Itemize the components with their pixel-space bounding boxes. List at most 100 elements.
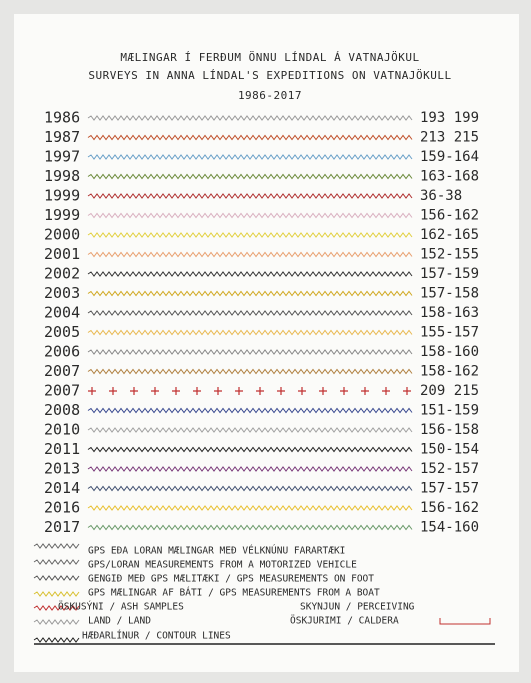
year: 2002	[44, 265, 80, 283]
legend-label: LAND / LAND	[88, 616, 151, 627]
cross-stitch	[403, 387, 411, 395]
year: 2013	[44, 460, 80, 478]
legend-swatch	[33, 605, 80, 611]
stitch-line	[87, 446, 413, 453]
year: 2010	[44, 421, 80, 439]
stitch-line	[87, 505, 413, 511]
year: 2017	[44, 518, 80, 536]
legend-label: ÖSKJURIMI / CALDERA	[290, 616, 399, 627]
range: 158-162	[420, 364, 479, 380]
stitch-line	[87, 251, 413, 258]
stitch-line	[87, 524, 413, 531]
range: 152-157	[420, 461, 479, 477]
cross-stitch	[382, 387, 390, 395]
year: 2006	[44, 343, 80, 361]
stitch-line	[87, 329, 413, 336]
year: 2000	[44, 226, 80, 244]
range: 156-158	[420, 422, 479, 438]
legend-swatch	[33, 559, 80, 565]
legend-label: GENGIÐ MEÐ GPS MÆLITÆKI / GPS MEASUREMEN…	[88, 574, 374, 585]
stitch-line	[87, 310, 413, 316]
year: 2007	[44, 382, 80, 400]
stitch-line	[87, 232, 413, 238]
stitch-line	[87, 154, 413, 160]
cross-stitch	[151, 387, 159, 395]
legend-label: GPS EÐA LORAN MÆLINGAR MEÐ VÉLKNÚNU FARA…	[88, 545, 345, 557]
cross-stitch	[109, 387, 117, 395]
year: 2001	[44, 245, 80, 263]
cross-stitch	[88, 387, 96, 395]
legend-label: ÖSKUSÝNI / ASH SAMPLES	[58, 601, 184, 613]
range: 155-157	[420, 325, 479, 341]
caldera-swatch	[439, 618, 491, 625]
legend-swatch	[33, 591, 80, 597]
cross-stitch	[298, 387, 306, 395]
range: 193 199	[420, 110, 479, 126]
stitch-line	[87, 349, 413, 355]
year: 2016	[44, 499, 80, 517]
stitch-line	[87, 368, 413, 375]
cross-stitch	[130, 387, 138, 395]
range: 154-160	[420, 520, 479, 536]
range: 150-154	[420, 442, 479, 458]
cross-stitch	[340, 387, 348, 395]
year: 1987	[44, 128, 80, 146]
cross-stitch	[256, 387, 264, 395]
cross-stitch	[193, 387, 201, 395]
stitch-line	[87, 427, 413, 433]
range: 163-168	[420, 169, 479, 185]
range: 213 215	[420, 130, 479, 146]
year: 2005	[44, 323, 80, 341]
year: 2003	[44, 284, 80, 302]
cross-stitch	[214, 387, 222, 395]
year: 2011	[44, 440, 80, 458]
legend-swatch	[33, 543, 80, 549]
legend-swatch	[33, 637, 80, 643]
cross-stitch	[172, 387, 180, 395]
year: 2007	[44, 362, 80, 380]
legend-label: SKYNJUN / PERCEIVING	[300, 602, 415, 613]
legend-label: GPS MÆLINGAR AF BÁTI / GPS MEASUREMENTS …	[88, 587, 380, 599]
range: 151-159	[420, 403, 479, 419]
range: 158-163	[420, 305, 479, 321]
range: 157-158	[420, 286, 479, 302]
stitch-line	[87, 485, 413, 492]
legend-swatch	[33, 619, 80, 625]
cross-stitch	[319, 387, 327, 395]
stitch-line	[87, 212, 413, 219]
stitch-line	[87, 173, 413, 180]
title-en: SURVEYS IN ANNA LÍNDAL'S EXPEDITIONS ON …	[88, 69, 451, 82]
year: 1998	[44, 167, 80, 185]
cloth	[14, 14, 519, 672]
stitch-line	[87, 115, 413, 121]
range: 156-162	[420, 500, 479, 516]
year: 1999	[44, 206, 80, 224]
range: 157-159	[420, 266, 479, 282]
years: 1986-2017	[238, 89, 302, 102]
range: 209 215	[420, 383, 479, 399]
range: 152-155	[420, 247, 479, 263]
legend-label: GPS/LORAN MEASUREMENTS FROM A MOTORIZED …	[88, 560, 357, 571]
cross-stitch	[277, 387, 285, 395]
range: 162-165	[420, 227, 479, 243]
year: 2008	[44, 401, 80, 419]
stitch-line	[87, 271, 413, 277]
year: 1997	[44, 148, 80, 166]
stitch-line	[87, 290, 413, 297]
year: 1986	[44, 109, 80, 127]
year: 2014	[44, 479, 80, 497]
range: 159-164	[420, 149, 479, 165]
cross-stitch	[361, 387, 369, 395]
stitch-line	[87, 407, 413, 414]
year: 1999	[44, 187, 80, 205]
stitch-line	[87, 193, 413, 199]
stitch-line	[87, 466, 413, 472]
cross-stitch	[235, 387, 243, 395]
legend-swatch	[33, 575, 80, 581]
stitch-line	[87, 134, 413, 141]
range: 157-157	[420, 481, 479, 497]
range: 36-38	[420, 188, 462, 204]
legend-label: HÆÐARLÍNUR / CONTOUR LINES	[82, 630, 231, 642]
year: 2004	[44, 304, 80, 322]
